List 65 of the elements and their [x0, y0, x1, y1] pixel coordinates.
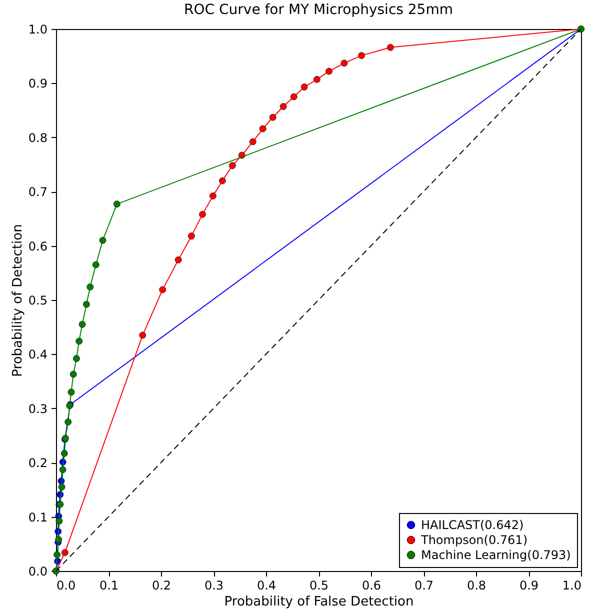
x-tick-label: 0.3	[204, 578, 224, 592]
point	[340, 60, 348, 67]
y-tick-label: 0.8	[28, 130, 48, 145]
x-tick-label: 0.1	[99, 578, 119, 592]
y-tick-label: 0.2	[28, 456, 48, 470]
point	[58, 484, 66, 490]
point	[313, 76, 320, 83]
point	[113, 200, 120, 208]
point	[56, 518, 63, 525]
point	[174, 256, 182, 264]
point	[188, 232, 195, 240]
point	[280, 103, 287, 110]
point	[82, 300, 90, 308]
point	[64, 418, 72, 426]
legend-label: Machine Learning(0.793)	[421, 548, 571, 562]
x-tick-label: 0.5	[309, 578, 329, 592]
point	[209, 192, 216, 200]
x-tick-label: 0.9	[519, 578, 539, 592]
legend-label: HAILCAST(0.642)	[421, 518, 524, 532]
point	[92, 261, 100, 268]
point	[249, 138, 256, 146]
y-tick-label: 1.0	[28, 22, 48, 36]
point	[290, 93, 298, 100]
legend-label: Thompson(0.761)	[420, 533, 528, 547]
point	[326, 68, 332, 75]
point	[55, 536, 62, 544]
point	[54, 551, 61, 558]
point	[218, 177, 226, 184]
point	[61, 549, 68, 556]
point	[139, 332, 146, 339]
point	[159, 286, 166, 294]
point	[198, 210, 206, 218]
y-tick-label: 0.1	[28, 510, 48, 524]
y-tick-label: 0.6	[28, 239, 48, 254]
y-tick-label: 0.3	[28, 402, 48, 416]
x-axis-title: Probability of False Detection	[224, 594, 414, 610]
x-tick-label: 1.0	[562, 578, 582, 592]
x-tick-label: 0.8	[466, 578, 486, 592]
x-tick-label: 0.6	[362, 578, 382, 592]
point	[68, 388, 75, 396]
point	[70, 370, 77, 378]
point	[269, 114, 276, 121]
point	[300, 84, 308, 90]
point	[259, 125, 266, 132]
point	[59, 466, 66, 474]
point	[86, 284, 94, 290]
x-tick-label: 0.7	[414, 578, 434, 592]
y-tick-label: 0.5	[28, 294, 48, 308]
point	[78, 320, 86, 328]
point	[228, 162, 236, 170]
point	[99, 236, 106, 244]
point	[76, 338, 83, 345]
point	[358, 52, 366, 60]
point	[386, 44, 394, 51]
y-axis-title: Probability of Detection	[10, 224, 26, 377]
y-tick-label: 0.4	[28, 348, 48, 362]
y-tick-label: 0.7	[28, 185, 48, 200]
y-tick-label: 0.9	[28, 76, 48, 91]
point	[60, 450, 68, 457]
chart-title: ROC Curve for MY Microphysics 25mm	[184, 2, 453, 18]
x-tick-label: 0.2	[152, 578, 172, 592]
x-tick-label: 0.0	[56, 578, 76, 592]
x-tick-label: 0.4	[256, 578, 276, 592]
point	[72, 355, 80, 362]
y-tick-label: 0.0	[28, 564, 48, 578]
